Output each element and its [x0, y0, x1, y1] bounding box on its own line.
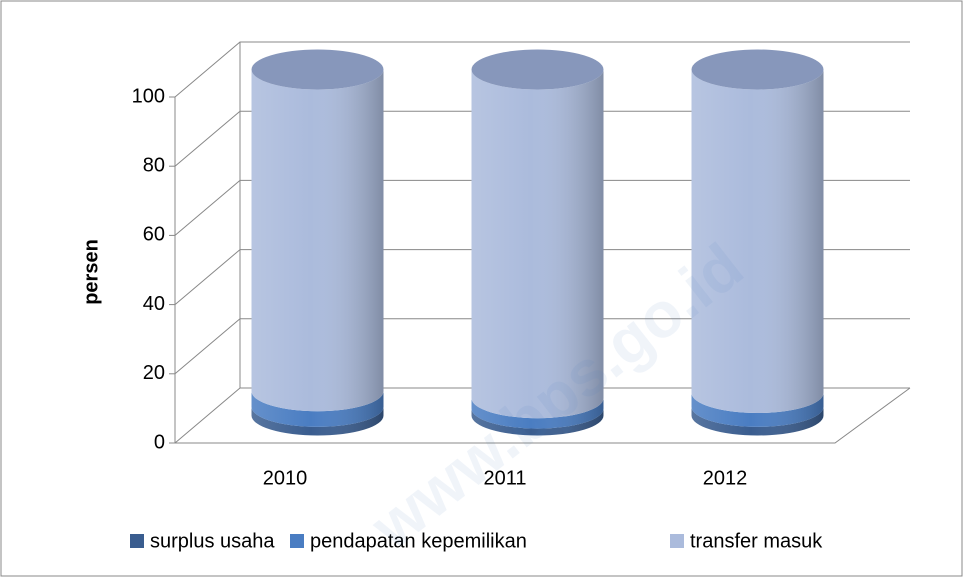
segment-shade: [251, 391, 384, 427]
legend-label: surplus usaha: [150, 530, 275, 552]
legend-swatch: [670, 534, 684, 548]
cylinder-top: [251, 49, 384, 90]
x-tick-label: 2011: [483, 467, 526, 489]
grid-line: [174, 387, 910, 444]
grid-line: [174, 179, 910, 236]
cylinder-top: [691, 49, 824, 90]
grid-line: [174, 110, 910, 167]
segment-shade: [471, 408, 604, 436]
y-tick-label: 20: [143, 362, 165, 384]
grid-line: [174, 249, 910, 305]
legend-label: transfer masuk: [690, 530, 823, 552]
cylinder-segment: [691, 406, 824, 436]
y-tick-label: 100: [132, 85, 165, 107]
segment-shade: [691, 393, 824, 427]
grid-line: [174, 41, 910, 98]
cylinder-segment: [471, 69, 604, 419]
cylinder-segment: [251, 406, 384, 436]
legend-swatch: [290, 534, 304, 548]
y-tick-label: 0: [154, 431, 165, 453]
segment-shade: [251, 69, 384, 412]
legend-swatch: [130, 534, 144, 548]
y-tick-label: 80: [143, 154, 165, 176]
cylinder-segment: [251, 69, 384, 412]
segment-shade: [251, 406, 384, 436]
cylinder-segment: [251, 391, 384, 427]
cylinder-segment: [691, 69, 824, 414]
cylinder-segment: [471, 408, 604, 436]
cylinder-top: [471, 49, 604, 90]
y-tick-label: 60: [143, 224, 165, 246]
legend-label: pendapatan kepemilikan: [310, 530, 527, 552]
marks-layer: [251, 49, 824, 436]
segment-shade: [471, 69, 604, 419]
y-tick-label: 40: [143, 293, 165, 315]
segment-shade: [691, 69, 824, 414]
x-tick-label: 2010: [263, 467, 308, 489]
legend: surplus usaha pendapatan kepemilikan trans…: [130, 530, 823, 552]
cylinder-segment: [471, 398, 604, 429]
floor: [175, 387, 911, 444]
grid-line: [174, 318, 910, 375]
grid-layer: 0 20 40 60 80 100 2010 2011 2012: [132, 41, 911, 489]
segment-shade: [471, 398, 604, 429]
x-tick-label: 2012: [703, 467, 748, 489]
segment-shade: [691, 406, 824, 436]
cylinder-segment: [691, 393, 824, 427]
y-axis-label: persen: [80, 239, 102, 305]
